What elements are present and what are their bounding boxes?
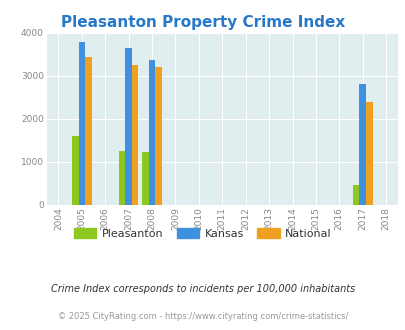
Bar [85,57,92,205]
Legend: Pleasanton, Kansas, National: Pleasanton, Kansas, National [70,224,335,244]
Text: © 2025 CityRating.com - https://www.cityrating.com/crime-statistics/: © 2025 CityRating.com - https://www.city… [58,312,347,321]
Bar [352,185,358,205]
Text: Pleasanton Property Crime Index: Pleasanton Property Crime Index [61,15,344,30]
Bar [148,60,155,205]
Bar [132,65,138,205]
Text: Crime Index corresponds to incidents per 100,000 inhabitants: Crime Index corresponds to incidents per… [51,284,354,294]
Bar [358,84,365,205]
Bar [78,42,85,205]
Bar [365,103,372,205]
Bar [155,67,162,205]
Bar [72,136,78,205]
Bar [125,48,132,205]
Bar [142,152,148,205]
Bar [119,151,125,205]
